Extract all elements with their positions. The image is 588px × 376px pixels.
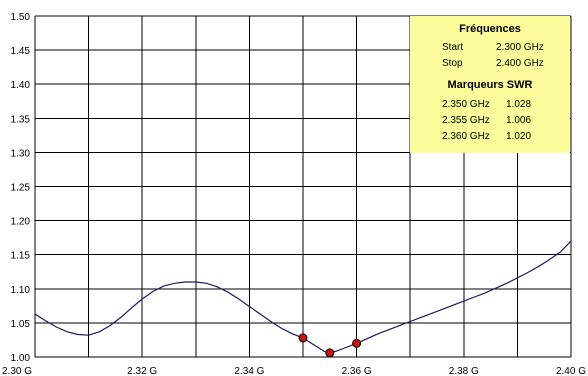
stop-label: Stop (442, 58, 463, 69)
marker-row-2: 2.355 GHz 1.006 (442, 115, 531, 127)
marker-2-freq: 2.355 GHz (442, 115, 490, 126)
swr-marker (325, 348, 335, 358)
y-tick-label: 1.50 (11, 12, 31, 23)
marker-3-swr: 1.020 (506, 131, 532, 142)
y-tick-labels: 1.50 1.45 1.40 1.35 1.30 1.25 1.20 1.15 1.10 1.05… (11, 12, 31, 364)
x-tick-labels: 2.30 G 2.32 G 2.34 G 2.36 G 2.38 G 2.40 G (2, 366, 586, 376)
stop-row: Stop 2.400 GHz (442, 58, 544, 70)
y-tick-label: 1.25 (11, 183, 31, 194)
marker-1-swr: 1.028 (506, 99, 532, 110)
y-tick-label: 1.15 (11, 251, 31, 262)
swr-markers-title: Marqueurs SWR (447, 79, 533, 91)
start-value: 2.300 GHz (496, 42, 544, 53)
y-tick-label: 1.10 (11, 285, 31, 296)
info-box: Fréquences Start 2.300 GHz Stop 2.400 GHz … (410, 16, 570, 153)
x-tick-label: 2.40 G (556, 366, 586, 376)
swr-marker (298, 333, 308, 343)
y-tick-label: 1.00 (11, 353, 31, 364)
swr-marker (352, 338, 362, 348)
start-row: Start 2.300 GHz (442, 42, 544, 54)
y-tick-label: 1.45 (11, 46, 31, 57)
x-tick-label: 2.32 G (127, 366, 157, 376)
x-tick-label: 2.34 G (234, 366, 264, 376)
y-tick-label: 1.40 (11, 80, 31, 91)
marker-row-3: 2.360 GHz 1.020 (442, 131, 531, 143)
marker-2-swr: 1.006 (506, 115, 532, 126)
y-tick-label: 1.20 (11, 217, 31, 228)
x-tick-label: 2.38 G (449, 366, 479, 376)
x-tick-label: 2.30 G (2, 366, 32, 376)
y-tick-label: 1.05 (11, 319, 31, 330)
stop-value: 2.400 GHz (496, 58, 544, 69)
marker-1-freq: 2.350 GHz (442, 99, 490, 110)
swr-markers (298, 333, 362, 358)
swr-curve (34, 240, 572, 354)
y-tick-label: 1.35 (11, 114, 31, 125)
start-label: Start (442, 42, 464, 53)
marker-row-1: 2.350 GHz 1.028 (442, 99, 531, 111)
x-tick-label: 2.36 G (342, 366, 372, 376)
marker-3-freq: 2.360 GHz (442, 131, 490, 142)
y-tick-label: 1.30 (11, 148, 31, 159)
frequencies-title: Fréquences (459, 23, 521, 35)
